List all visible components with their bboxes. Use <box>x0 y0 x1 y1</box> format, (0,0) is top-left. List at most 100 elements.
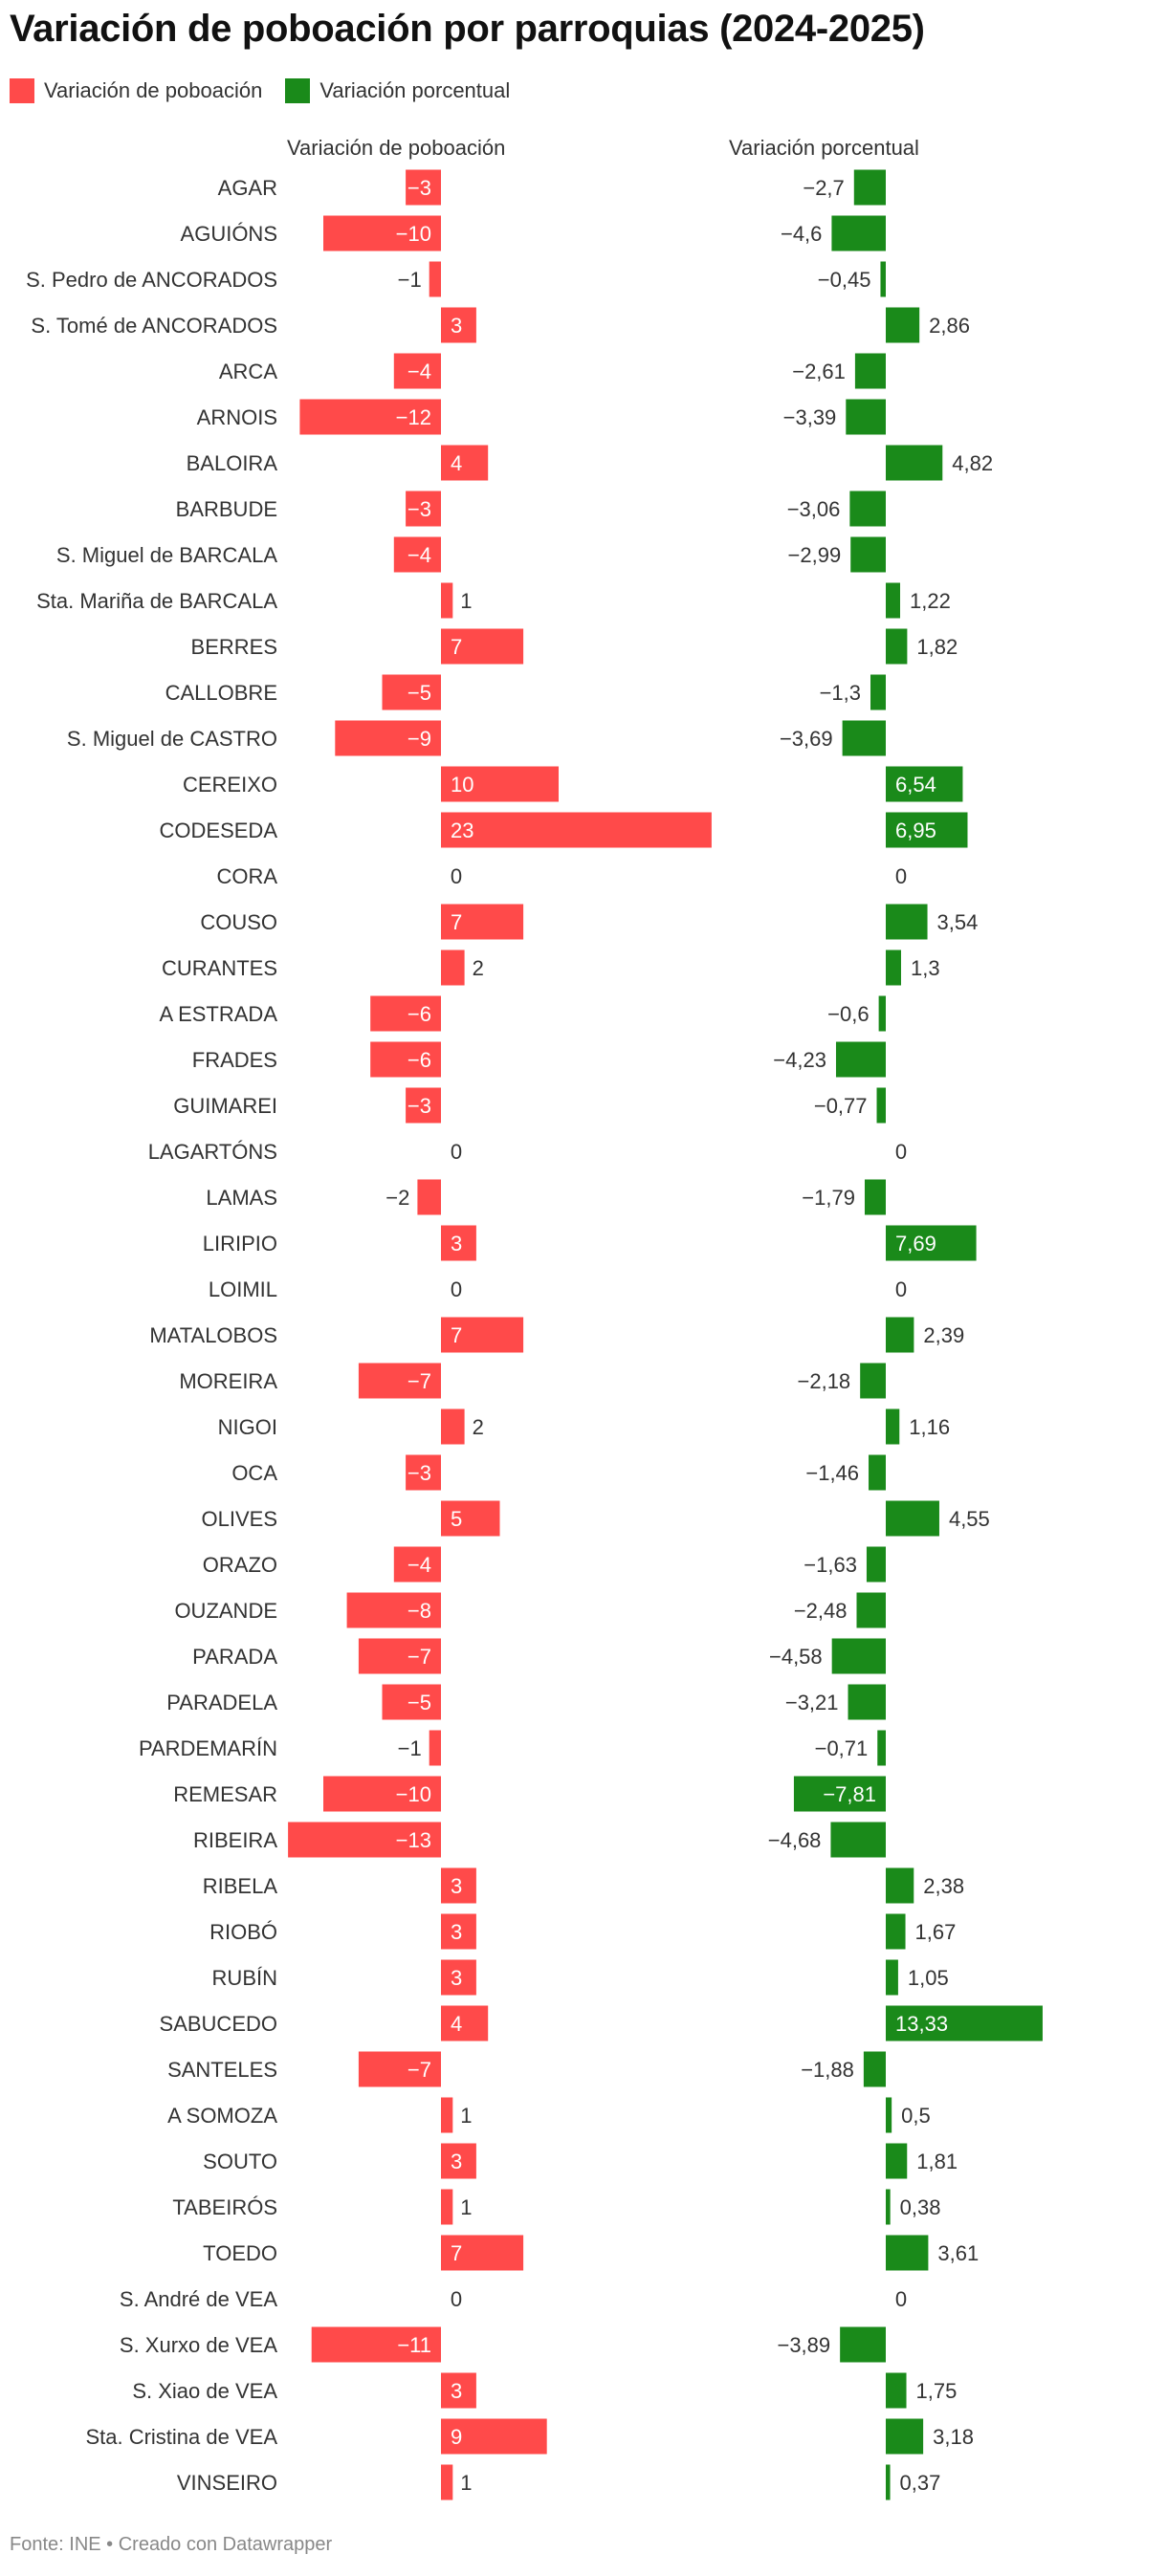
pct-bar-arca <box>854 353 886 389</box>
panel-header-pct: Variación porcentual <box>729 136 919 160</box>
pct-bar-ribeira <box>830 1822 886 1858</box>
pct-bar-sta-cristina-de-vea <box>886 2418 924 2455</box>
abs-bar-ribela <box>441 1867 476 1904</box>
abs-value-label-codeseda: 23 <box>451 819 473 842</box>
abs-value-label-berres: 7 <box>451 635 462 659</box>
abs-value-label-aguions: −10 <box>396 222 431 246</box>
category-label-s-miguel-de-castro: S. Miguel de CASTRO <box>67 727 277 751</box>
abs-value-label-moreira: −7 <box>407 1369 431 1393</box>
pct-bar-baloira <box>886 445 943 481</box>
category-label-riobo: RIOBÓ <box>209 1920 277 1944</box>
legend-item-abs: Variación de poboación <box>10 78 262 103</box>
abs-value-label-s-miguel-de-barcala: −4 <box>407 543 431 567</box>
abs-value-label-lagartons: 0 <box>451 1140 462 1164</box>
pct-bar-sta-marina-de-barcala <box>886 582 901 619</box>
abs-value-label-s-pedro-de-ancorados: −1 <box>398 268 422 292</box>
pct-value-label-a-estrada: −0,6 <box>827 1002 869 1026</box>
abs-value-label-a-estrada: −6 <box>407 1002 431 1026</box>
abs-bar-callobre <box>382 674 441 710</box>
abs-bar-santeles <box>358 2051 441 2087</box>
abs-value-label-guimarei: −3 <box>407 1094 431 1118</box>
abs-value-label-orazo: −4 <box>407 1553 431 1577</box>
abs-bar-sta-marina-de-barcala <box>441 582 453 619</box>
abs-value-label-nigoi: 2 <box>473 1415 484 1439</box>
category-label-frades: FRADES <box>192 1048 277 1072</box>
pct-value-label-s-miguel-de-barcala: −2,99 <box>788 543 842 567</box>
abs-value-label-ribela: 3 <box>451 1874 462 1898</box>
abs-value-label-olives: 5 <box>451 1507 462 1531</box>
abs-bar-s-xiao-de-vea <box>441 2372 476 2409</box>
pct-bar-a-estrada <box>878 995 886 1032</box>
pct-value-label-nigoi: 1,16 <box>909 1415 950 1439</box>
abs-bar-ribeira <box>288 1822 441 1858</box>
category-label-orazo: ORAZO <box>203 1553 277 1577</box>
pct-bar-toedo <box>886 2235 929 2271</box>
pct-value-label-frades: −4,23 <box>773 1048 826 1072</box>
abs-bar-riobo <box>441 1913 476 1950</box>
abs-bar-s-pedro-de-ancorados <box>429 261 441 297</box>
pct-bar-lamas <box>864 1179 886 1215</box>
pct-value-label-loimil: 0 <box>895 1277 907 1301</box>
pct-bar-s-xiao-de-vea <box>886 2372 907 2409</box>
pct-value-label-pardemarin: −0,71 <box>815 1736 869 1760</box>
category-label-arnois: ARNOIS <box>197 405 277 429</box>
pct-value-label-toedo: 3,61 <box>937 2241 979 2265</box>
pct-bar-arnois <box>846 399 886 435</box>
abs-bar-a-somoza <box>441 2097 453 2133</box>
abs-value-label-santeles: −7 <box>407 2058 431 2082</box>
abs-bar-tabeiros <box>441 2189 453 2225</box>
abs-bar-aguions <box>323 215 441 251</box>
abs-value-label-s-tome-de-ancorados: 3 <box>451 314 462 338</box>
abs-value-label-souto: 3 <box>451 2150 462 2173</box>
category-label-sta-cristina-de-vea: Sta. Cristina de VEA <box>85 2425 277 2449</box>
pct-bar-santeles <box>863 2051 886 2087</box>
abs-bar-orazo <box>393 1546 441 1583</box>
pct-value-label-callobre: −1,3 <box>820 681 861 705</box>
pct-bar-souto <box>886 2143 908 2179</box>
abs-value-label-agar: −3 <box>407 176 431 200</box>
abs-value-label-toedo: 7 <box>451 2241 462 2265</box>
abs-bar-remesar <box>323 1776 441 1812</box>
category-label-s-tome-de-ancorados: S. Tomé de ANCORADOS <box>31 314 277 338</box>
legend-label-abs: Variación de poboación <box>44 78 263 102</box>
category-label-baloira: BALOIRA <box>187 451 278 475</box>
category-label-s-xiao-de-vea: S. Xiao de VEA <box>132 2379 277 2403</box>
pct-value-label-s-andre-de-vea: 0 <box>895 2287 907 2311</box>
category-label-rubin: RUBÍN <box>212 1966 277 1990</box>
abs-bar-oca <box>406 1454 441 1491</box>
legend: Variación de poboación Variación porcent… <box>10 76 533 105</box>
category-label-curantes: CURANTES <box>162 956 277 980</box>
pct-bar-riobo <box>886 1913 906 1950</box>
abs-value-label-sta-cristina-de-vea: 9 <box>451 2425 462 2449</box>
pct-value-label-remesar: −7,81 <box>823 1782 876 1806</box>
category-label-s-miguel-de-barcala: S. Miguel de BARCALA <box>56 543 277 567</box>
pct-bar-cereixo <box>886 766 963 802</box>
abs-bar-frades <box>370 1041 441 1078</box>
category-label-s-andre-de-vea: S. André de VEA <box>120 2287 277 2311</box>
category-label-berres: BERRES <box>191 635 277 659</box>
pct-bar-curantes <box>886 950 901 986</box>
legend-swatch-pct <box>285 78 311 103</box>
pct-bar-rubin <box>886 1959 898 1996</box>
abs-bar-arnois <box>299 399 441 435</box>
abs-bar-nigoi <box>441 1408 465 1445</box>
abs-value-label-ribeira: −13 <box>396 1828 431 1852</box>
abs-value-label-riobo: 3 <box>451 1920 462 1944</box>
abs-bar-souto <box>441 2143 476 2179</box>
pct-value-label-lagartons: 0 <box>895 1140 907 1164</box>
abs-bar-agar <box>406 169 441 206</box>
abs-bar-s-xurxo-de-vea <box>311 2326 441 2363</box>
abs-bar-parada <box>358 1638 441 1674</box>
pct-value-label-liripio: 7,69 <box>895 1232 936 1255</box>
abs-bar-couso <box>441 904 524 940</box>
category-label-ribeira: RIBEIRA <box>193 1828 277 1852</box>
pct-bar-s-miguel-de-castro <box>842 720 886 756</box>
pct-value-label-moreira: −2,18 <box>798 1369 851 1393</box>
pct-bar-ribela <box>886 1867 914 1904</box>
category-label-vinseiro: VINSEIRO <box>177 2471 277 2495</box>
abs-bar-codeseda <box>441 812 712 848</box>
abs-bar-lamas <box>417 1179 441 1215</box>
pct-bar-s-tome-de-ancorados <box>886 307 920 343</box>
legend-swatch-abs <box>10 78 34 103</box>
abs-bar-curantes <box>441 950 465 986</box>
